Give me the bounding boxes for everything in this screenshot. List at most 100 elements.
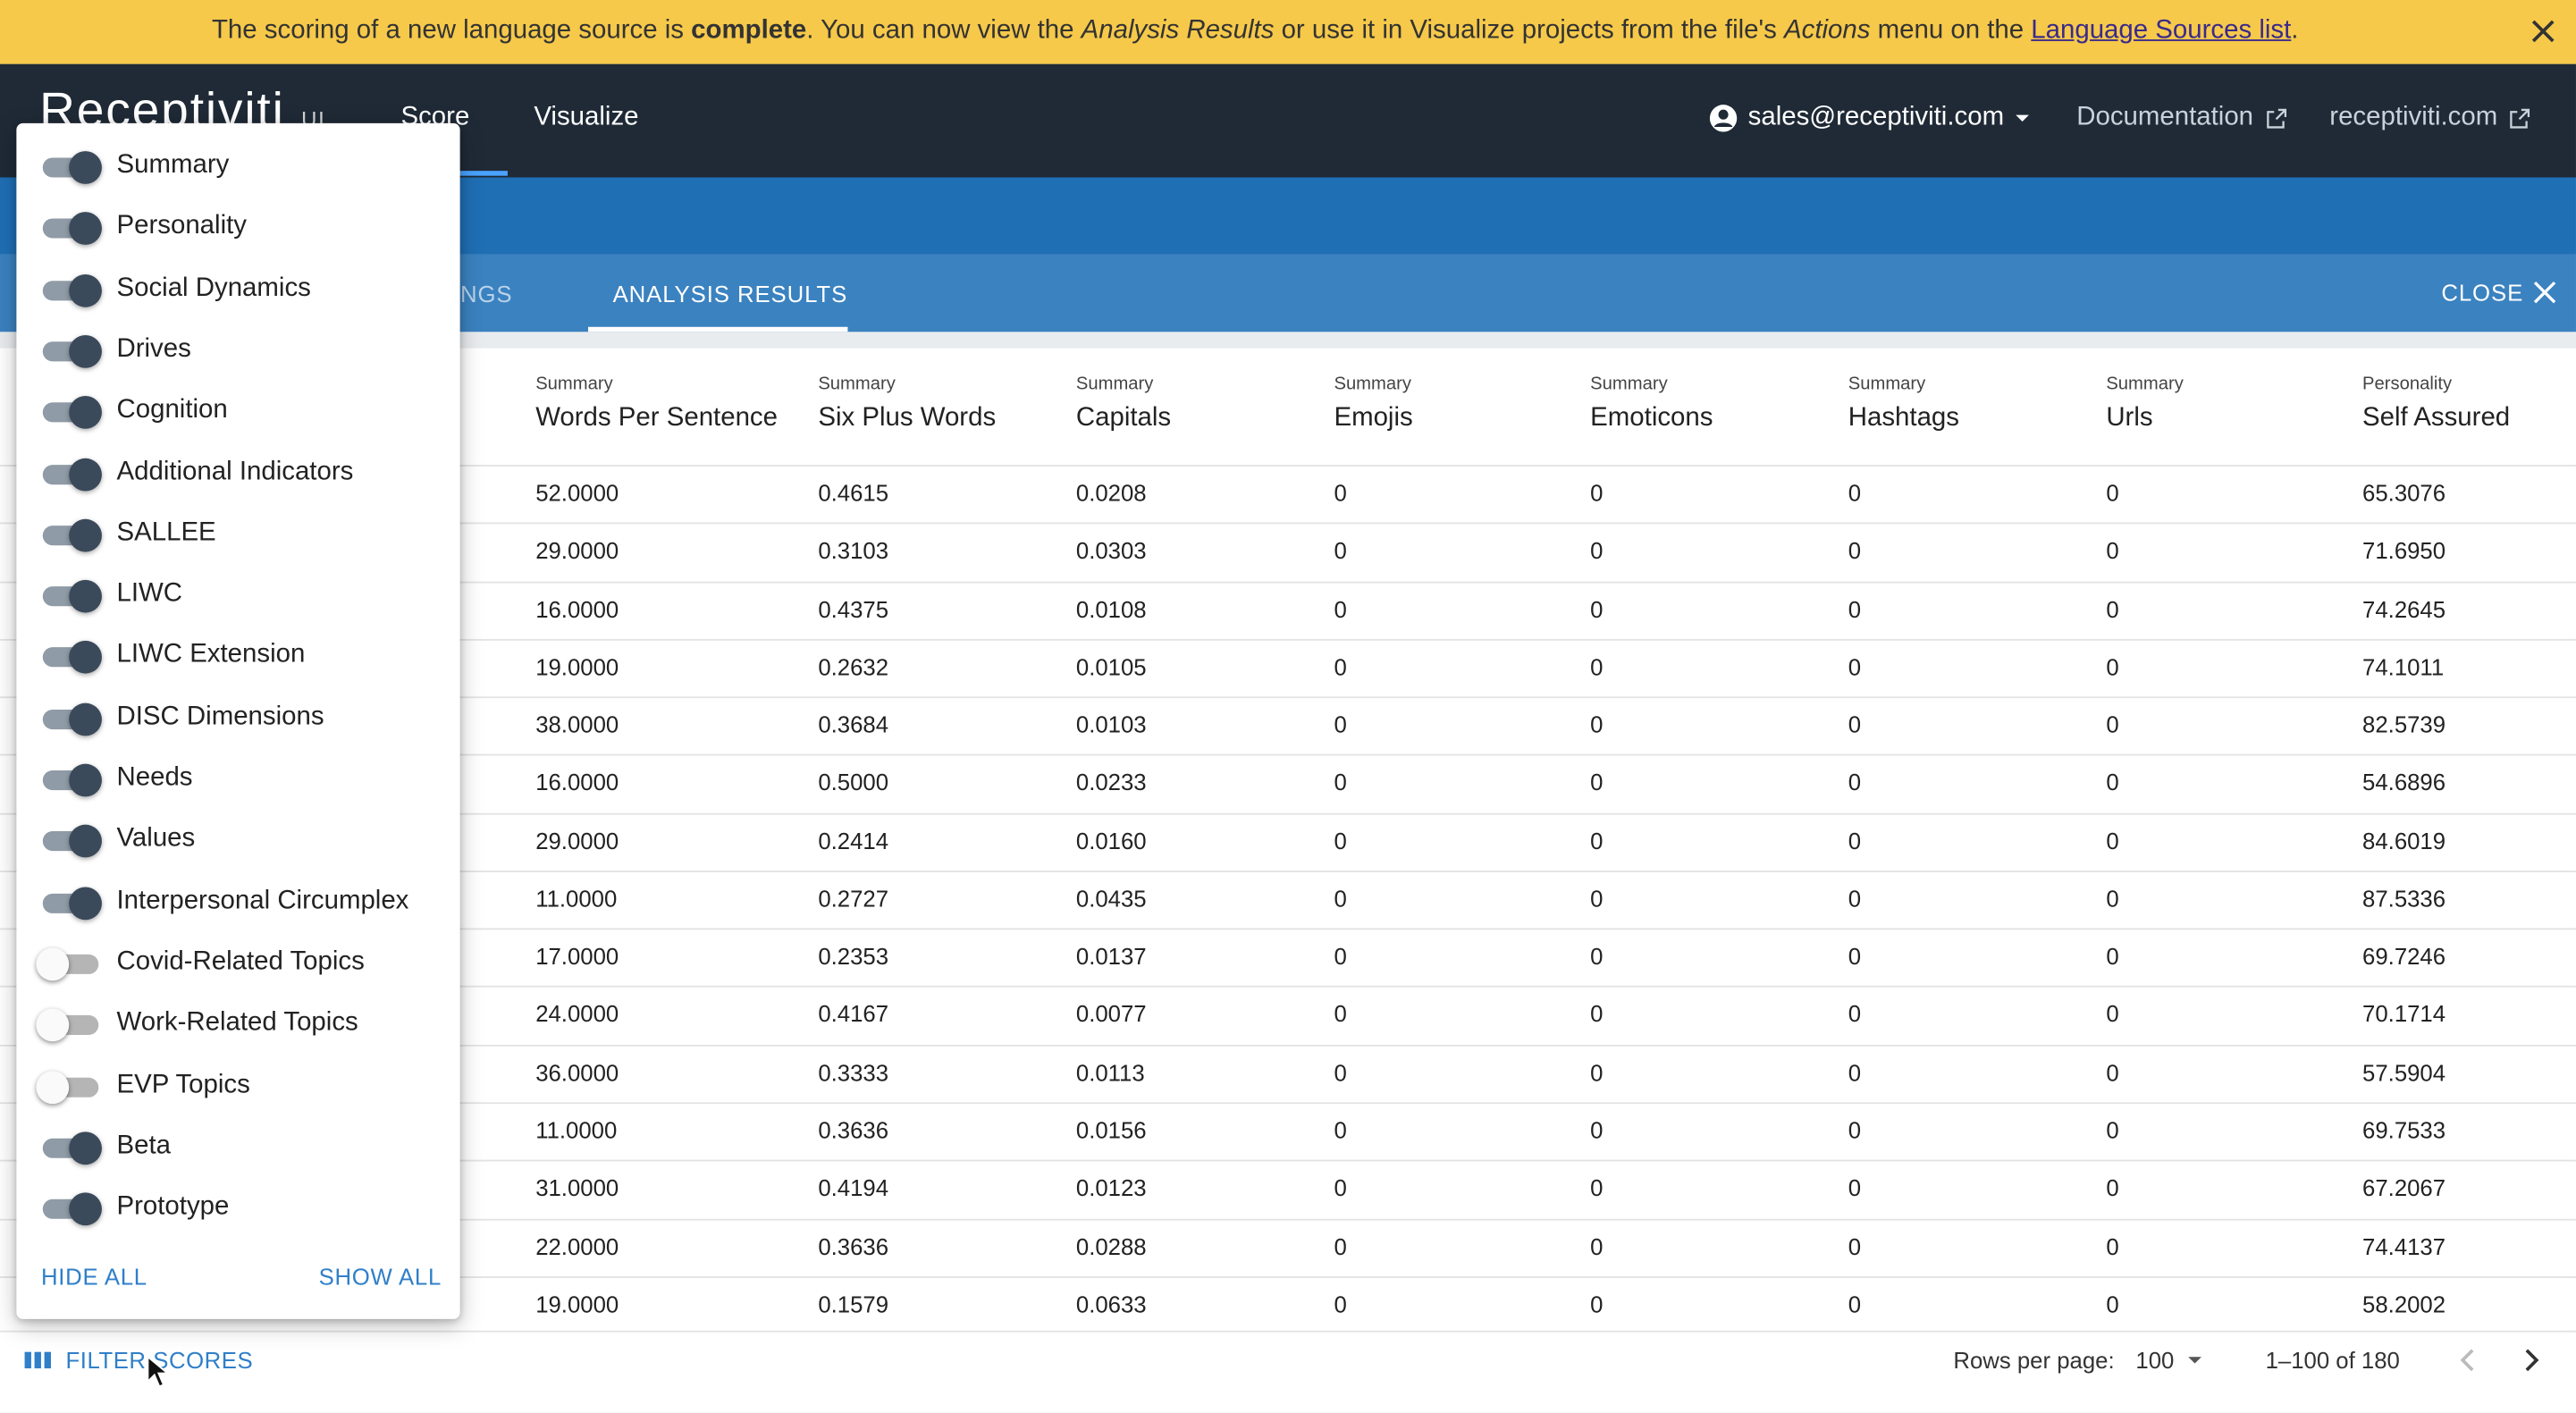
toggle-switch[interactable] (39, 1131, 102, 1165)
column-header[interactable]: Summary Urls (2106, 374, 2184, 433)
table-cell: 0.0108 (1075, 595, 1147, 622)
column-header[interactable]: Summary Words Per Sentence (535, 374, 778, 433)
documentation-link[interactable]: Documentation (2076, 104, 2287, 133)
user-menu[interactable]: sales@receptiviti.com (1709, 104, 2031, 133)
toggle-switch[interactable] (39, 457, 102, 491)
table-cell: 0.3684 (818, 711, 889, 738)
toggle-thumb (36, 1008, 70, 1042)
columns-icon (24, 1351, 51, 1369)
site-link[interactable]: receptiviti.com (2329, 104, 2532, 133)
table-cell: 0 (1848, 1001, 1862, 1028)
table-cell: 0 (1848, 1232, 1862, 1259)
filter-item-label: LIWC Extension (116, 641, 306, 669)
column-header[interactable]: Summary Capitals (1076, 374, 1171, 433)
table-cell: 74.1011 (2362, 653, 2445, 680)
toggle-switch[interactable] (39, 702, 102, 736)
column-header[interactable]: Summary Six Plus Words (818, 374, 996, 433)
filter-item[interactable]: LIWC Extension (39, 632, 305, 681)
toggle-switch[interactable] (36, 947, 102, 981)
filter-item[interactable]: Additional Indicators (39, 448, 353, 497)
show-all-button[interactable]: SHOW ALL (318, 1263, 442, 1290)
table-cell: 0 (1848, 595, 1862, 622)
toggle-switch[interactable] (36, 1008, 102, 1042)
filter-item[interactable]: Summary (39, 141, 229, 190)
filter-item[interactable]: SALLEE (39, 509, 216, 558)
toggle-switch[interactable] (39, 151, 102, 184)
table-cell: 0 (1848, 537, 1862, 564)
table-footer-divider (0, 1330, 2576, 1333)
table-cell: 0.0160 (1075, 827, 1147, 854)
table-cell: 0 (1334, 1174, 1347, 1202)
table-cell: 0 (1590, 479, 1604, 507)
toggle-switch[interactable] (39, 273, 102, 307)
table-cell: 0.3103 (818, 537, 889, 564)
filter-item[interactable]: Values (39, 815, 195, 864)
filter-item[interactable]: LIWC (39, 570, 182, 619)
filter-item[interactable]: Social Dynamics (39, 264, 311, 313)
toggle-switch[interactable] (39, 641, 102, 675)
toggle-switch[interactable] (39, 825, 102, 858)
row-divider (0, 812, 2576, 814)
filter-item[interactable]: Interpersonal Circumplex (39, 877, 408, 926)
filter-item[interactable]: Work-Related Topics (36, 999, 358, 1048)
column-header[interactable]: Summary Hashtags (1848, 374, 1959, 433)
toggle-switch[interactable] (39, 396, 102, 430)
rows-per-page-select[interactable]: 100 (2135, 1347, 2203, 1374)
toggle-thumb (69, 212, 102, 246)
close-icon (2533, 281, 2556, 304)
language-sources-link[interactable]: Language Sources list (2031, 16, 2292, 45)
table-cell: 0 (1590, 711, 1604, 738)
filter-item[interactable]: DISC Dimensions (39, 693, 324, 742)
table-cell: 0.3636 (818, 1116, 889, 1144)
column-header[interactable]: Summary Emojis (1334, 374, 1412, 433)
chevron-left-icon[interactable] (2448, 1341, 2488, 1380)
chevron-right-icon[interactable] (2512, 1341, 2551, 1380)
nav-visualize[interactable]: Visualize (534, 103, 639, 132)
toggle-switch[interactable] (36, 1070, 102, 1104)
tab-analysis-results[interactable]: ANALYSIS RESULTS (612, 281, 848, 307)
column-header[interactable]: Summary Emoticons (1590, 374, 1713, 433)
toggle-switch[interactable] (39, 518, 102, 552)
toggle-switch[interactable] (39, 334, 102, 368)
banner-close-icon[interactable] (2523, 12, 2563, 51)
filter-item[interactable]: Cognition (39, 386, 228, 435)
table-cell: 0.0303 (1075, 537, 1147, 564)
filter-item[interactable]: EVP Topics (36, 1060, 250, 1109)
table-cell: 54.6896 (2362, 769, 2446, 796)
filter-scores-button[interactable]: FILTER SCORES (23, 1347, 254, 1374)
column-title: Six Plus Words (818, 404, 997, 433)
table-cell: 0.3333 (818, 1058, 889, 1086)
table-cell: 0.2632 (818, 653, 889, 680)
table-cell: 57.5904 (2362, 1058, 2446, 1086)
account-icon (1709, 105, 1738, 132)
row-divider (0, 1044, 2576, 1047)
filter-item[interactable]: Prototype (39, 1183, 229, 1232)
filter-item[interactable]: Personality (39, 203, 247, 252)
active-tab-indicator (588, 326, 848, 332)
close-button[interactable]: CLOSE (2441, 279, 2556, 306)
toggle-switch[interactable] (39, 579, 102, 613)
toggle-switch[interactable] (39, 212, 102, 246)
filter-item-label: DISC Dimensions (116, 702, 324, 731)
caret-down-icon (2188, 1357, 2202, 1364)
column-title: Emoticons (1590, 404, 1713, 433)
column-header[interactable]: Personality Self Assured (2362, 374, 2510, 433)
table-cell: 82.5739 (2362, 711, 2446, 738)
toggle-switch[interactable] (39, 763, 102, 797)
hide-all-button[interactable]: HIDE ALL (40, 1263, 147, 1290)
table-cell: 0 (1590, 1232, 1604, 1259)
table-cell: 0 (1848, 1116, 1862, 1144)
filter-item[interactable]: Beta (39, 1122, 171, 1171)
table-cell: 0.0103 (1075, 711, 1147, 738)
column-title: Words Per Sentence (535, 404, 779, 433)
filter-item-label: EVP Topics (116, 1070, 250, 1098)
table-cell: 29.0000 (535, 827, 619, 854)
toggle-switch[interactable] (39, 886, 102, 920)
banner-text-2: . You can now view the (806, 16, 1082, 45)
filter-item[interactable]: Drives (39, 325, 191, 374)
filter-item[interactable]: Needs (39, 754, 193, 803)
filter-item-label: Personality (116, 212, 247, 240)
filter-item[interactable]: Covid-Related Topics (36, 938, 365, 987)
toggle-switch[interactable] (39, 1192, 102, 1226)
table-cell: 67.2067 (2362, 1174, 2446, 1202)
